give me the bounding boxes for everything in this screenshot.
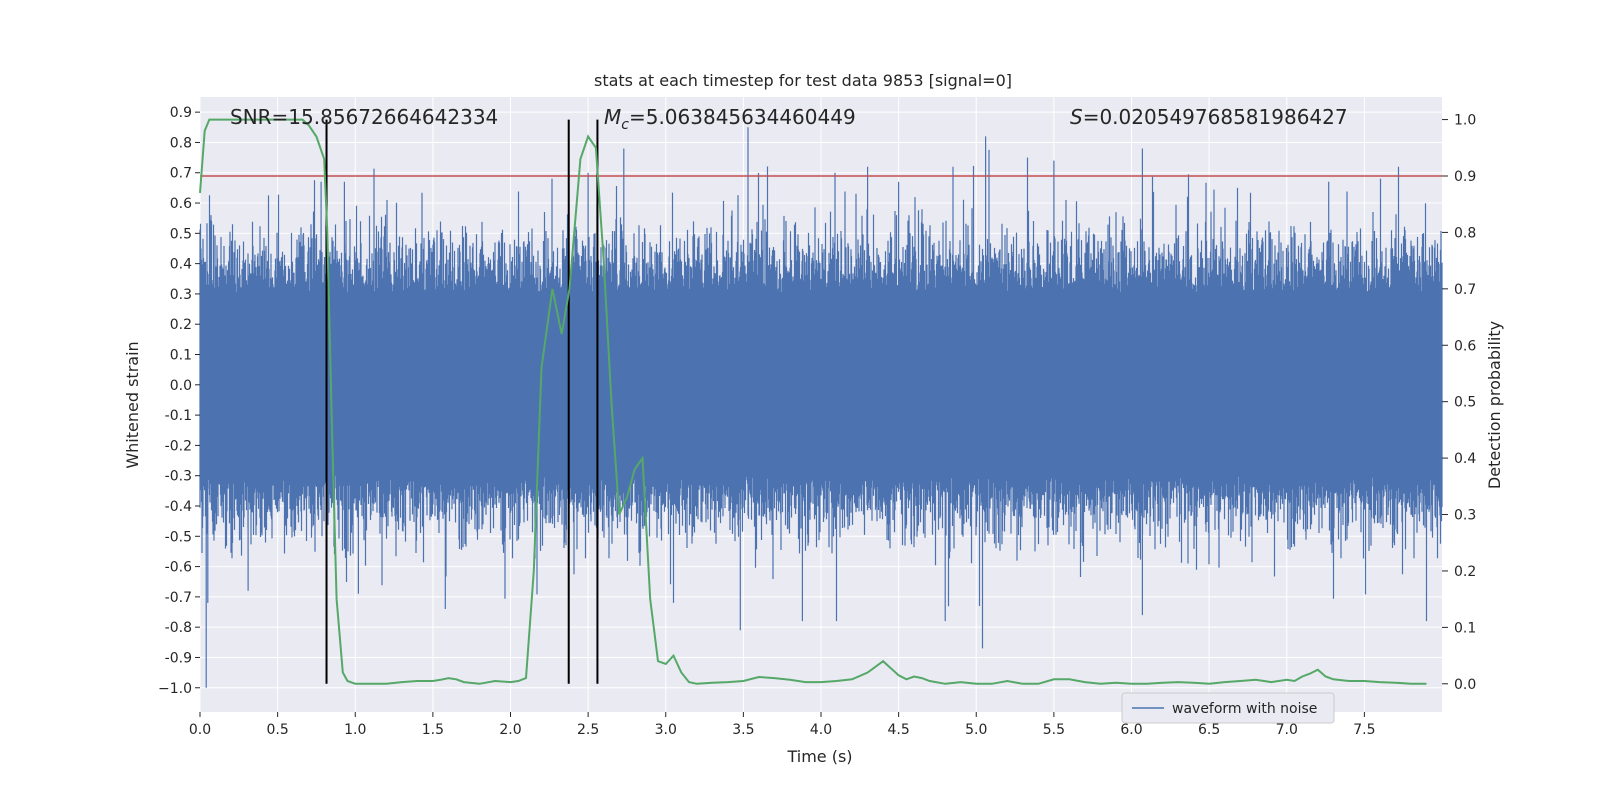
y-tick-label: 0.7: [170, 166, 192, 182]
x-tick-label: 3.0: [655, 722, 677, 738]
y-tick-label: -0.5: [165, 529, 192, 545]
x-tick-label: 2.0: [499, 722, 521, 738]
y-tick-label: 0.1: [170, 348, 192, 364]
x-tick-label: 6.5: [1198, 722, 1220, 738]
y-tick-label: -0.2: [165, 438, 192, 454]
x-tick-label: 6.0: [1120, 722, 1142, 738]
x-tick-label: 5.5: [1043, 722, 1065, 738]
y-tick-label: 0.2: [170, 317, 192, 333]
annotation-chirp-mass-symbol: M: [604, 105, 621, 129]
y-tick-label: -0.3: [165, 469, 192, 485]
legend-label-waveform: waveform with noise: [1172, 701, 1317, 717]
x-tick-label: 5.0: [965, 722, 987, 738]
legend: waveform with noise: [1121, 692, 1335, 724]
y-tick-label: -0.4: [165, 499, 192, 515]
y-tick-label: 0.9: [170, 105, 192, 121]
annotation-snr: SNR=15.85672664642334: [230, 105, 498, 129]
annotation-chirp-mass-subscript: c: [621, 117, 629, 133]
y2-tick-label: 0.4: [1454, 451, 1476, 467]
annotation-s-symbol: S: [1070, 105, 1083, 129]
x-tick-label: 0.5: [266, 722, 288, 738]
y2-tick-label: 0.3: [1454, 508, 1476, 524]
y2-tick-label: 1.0: [1454, 113, 1476, 129]
detection-probability-line: [199, 118, 1427, 685]
waveform-with-noise-line: [199, 127, 1443, 688]
y2-axis-label: Detection probability: [1485, 321, 1504, 489]
y-tick-label: 0.3: [170, 287, 192, 303]
y-tick-label: 0.8: [170, 135, 192, 151]
legend-box: [1121, 692, 1335, 724]
x-tick-label: 1.5: [422, 722, 444, 738]
x-tick-label: 4.0: [810, 722, 832, 738]
y-tick-label: -0.1: [165, 408, 192, 424]
y-axis-label: Whitened strain: [123, 341, 142, 468]
y-tick-label: 0.0: [170, 378, 192, 394]
y-tick-label: -0.8: [165, 620, 192, 636]
y-tick-label: 0.6: [170, 196, 192, 212]
x-tick-label: 7.0: [1276, 722, 1298, 738]
x-tick-label: 2.5: [577, 722, 599, 738]
y-tick-label: -0.7: [165, 590, 192, 606]
y-tick-label: 0.5: [170, 226, 192, 242]
x-tick-label: 7.5: [1353, 722, 1375, 738]
y2-tick-label: 0.7: [1454, 282, 1476, 298]
y2-tick-label: 0.8: [1454, 225, 1476, 241]
x-tick-label: 1.0: [344, 722, 366, 738]
annotation-s-value: =0.020549768581986427: [1083, 105, 1348, 129]
y2-tick-label: 0.9: [1454, 169, 1476, 185]
y2-tick-label: 0.5: [1454, 395, 1476, 411]
x-tick-label: 4.5: [887, 722, 909, 738]
x-axis-label: Time (s): [786, 747, 852, 766]
y-tick-label: 0.4: [170, 257, 192, 273]
y-tick-label: -0.9: [165, 650, 192, 666]
y2-tick-label: 0.2: [1454, 564, 1476, 580]
y-tick-label: -0.6: [165, 560, 192, 576]
y2-tick-label: 0.1: [1454, 620, 1476, 636]
x-tick-label: 0.0: [189, 722, 211, 738]
annotation-chirp-mass-value: =5.063845634460449: [629, 105, 856, 129]
annotation-chirp-mass: Mc=5.063845634460449: [604, 105, 856, 133]
chart-title: stats at each timestep for test data 985…: [594, 71, 1012, 90]
y2-tick-label: 0.0: [1454, 677, 1476, 693]
y2-tick-label: 0.6: [1454, 338, 1476, 354]
y-tick-label: −1.0: [158, 681, 192, 697]
annotation-s: S=0.020549768581986427: [1070, 105, 1348, 129]
x-tick-label: 3.5: [732, 722, 754, 738]
